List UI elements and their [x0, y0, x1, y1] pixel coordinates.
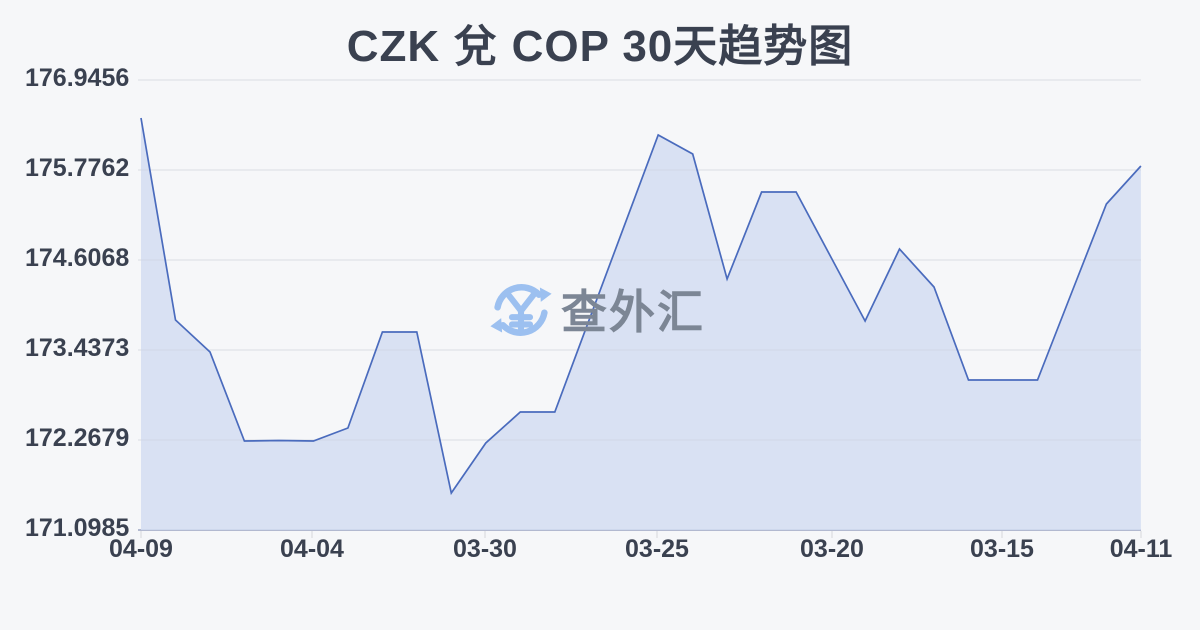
svg-text:03-20: 03-20: [800, 535, 864, 563]
svg-text:04-04: 04-04: [280, 535, 344, 563]
svg-text:查外汇: 查外汇: [561, 286, 705, 338]
svg-text:03-15: 03-15: [970, 535, 1034, 563]
svg-text:03-30: 03-30: [453, 535, 517, 563]
svg-text:175.7762: 175.7762: [25, 154, 129, 182]
svg-text:04-09: 04-09: [109, 535, 173, 563]
svg-text:173.4373: 173.4373: [25, 334, 129, 362]
svg-text:172.2679: 172.2679: [25, 424, 129, 452]
svg-text:03-25: 03-25: [625, 535, 689, 563]
svg-text:176.9456: 176.9456: [25, 64, 129, 92]
svg-text:174.6068: 174.6068: [25, 244, 129, 272]
svg-text:04-11: 04-11: [1110, 535, 1173, 563]
